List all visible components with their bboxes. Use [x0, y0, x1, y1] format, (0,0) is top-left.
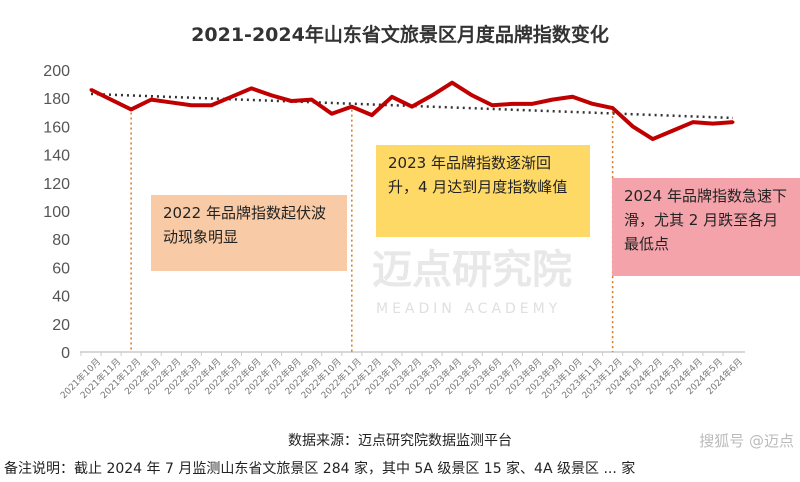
- data-point: [330, 112, 334, 116]
- data-point: [450, 81, 454, 85]
- data-point: [490, 103, 494, 107]
- data-point: [651, 137, 655, 141]
- y-tick-label: 180: [43, 91, 70, 108]
- y-tick-label: 0: [61, 345, 70, 362]
- data-point: [470, 93, 474, 97]
- y-tick-label: 160: [43, 119, 70, 136]
- data-point: [390, 95, 394, 99]
- data-point: [270, 93, 274, 97]
- data-point: [310, 98, 314, 102]
- trendline: [90, 92, 734, 120]
- data-point: [250, 86, 253, 90]
- data-point: [430, 93, 434, 97]
- y-tick-label: 20: [52, 317, 70, 334]
- data-point: [571, 95, 574, 99]
- watermark-corner: 搜狐号 @迈点: [699, 432, 794, 450]
- data-point: [591, 102, 595, 106]
- data-point: [229, 95, 233, 99]
- data-point: [731, 120, 735, 124]
- watermark-sub: MEADIN ACADEMY: [376, 301, 562, 317]
- series-line: [90, 80, 734, 142]
- annotation-2022: 2022 年品牌指数起伏波动现象明显: [151, 195, 347, 271]
- data-point: [209, 103, 213, 107]
- data-point: [410, 105, 414, 109]
- data-point: [530, 102, 534, 106]
- y-tick-label: 40: [52, 289, 70, 306]
- data-point: [290, 99, 294, 103]
- data-point: [370, 113, 374, 117]
- data-point: [691, 120, 695, 124]
- data-point: [89, 88, 93, 92]
- annotation-2023: 2023 年品牌指数逐渐回升，4 月达到月度指数峰值: [376, 145, 590, 237]
- data-point: [350, 105, 354, 109]
- data-point: [169, 100, 173, 104]
- data-point: [149, 98, 153, 102]
- data-point: [711, 122, 715, 126]
- data-point: [189, 103, 193, 107]
- data-point: [611, 106, 615, 110]
- line-chart: 0204060801001201401601802002021年10月2021年…: [43, 63, 745, 401]
- y-tick-label: 80: [52, 232, 70, 249]
- data-point: [109, 98, 113, 102]
- data-point: [129, 107, 133, 111]
- chart-title: 2021-2024年山东省文旅景区月度品牌指数变化: [191, 24, 609, 46]
- y-tick-label: 140: [43, 148, 70, 165]
- data-point: [550, 98, 554, 102]
- watermark-logo: 迈点研究院: [372, 247, 572, 293]
- data-point: [631, 124, 635, 128]
- y-tick-label: 60: [52, 260, 70, 277]
- annotation-2024: 2024 年品牌指数急速下滑，尤其 2 月跌至各月最低点: [612, 178, 800, 276]
- footnote: 备注说明：截止 2024 年 7 月监测山东省文旅景区 284 家，其中 5A …: [4, 461, 636, 477]
- y-tick-label: 120: [43, 176, 70, 193]
- y-tick-label: 100: [43, 204, 70, 221]
- data-point: [510, 102, 514, 106]
- data-point: [671, 129, 675, 133]
- y-tick-label: 200: [43, 63, 70, 80]
- data-source: 数据来源：迈点研究院数据监测平台: [288, 433, 512, 449]
